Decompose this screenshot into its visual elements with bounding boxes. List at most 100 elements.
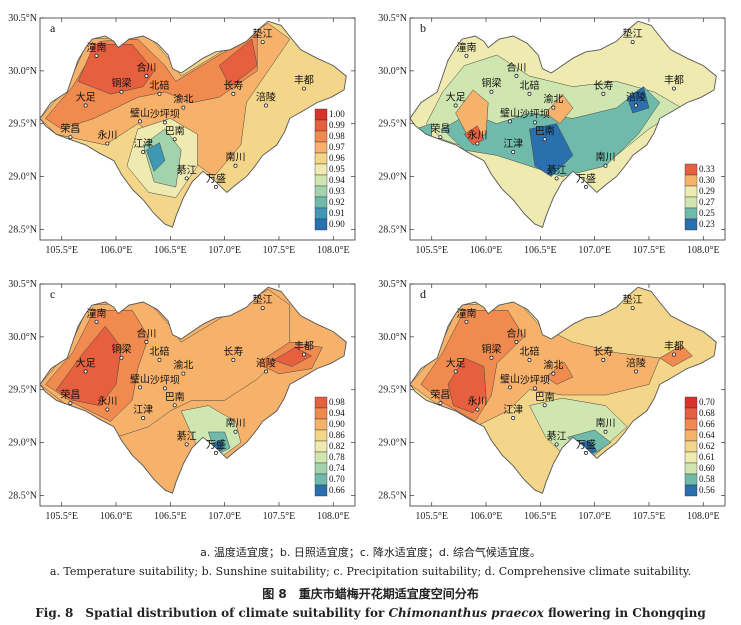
city-marker bbox=[144, 339, 149, 344]
city-marker bbox=[301, 352, 306, 357]
city-label: 铜梁 bbox=[111, 77, 131, 90]
city-marker bbox=[119, 355, 124, 360]
region-boundary bbox=[409, 286, 717, 494]
x-tick-label: 108.0°E bbox=[317, 511, 350, 522]
x-tick-label: 105.5°E bbox=[45, 511, 78, 522]
city-marker bbox=[172, 137, 177, 142]
y-tick-label: 28.5°N bbox=[8, 490, 37, 501]
legend-label: 0.70 bbox=[699, 397, 715, 407]
contour-band bbox=[463, 125, 485, 146]
city-label: 江津 bbox=[503, 404, 523, 416]
city-marker bbox=[542, 403, 547, 408]
city-marker bbox=[83, 103, 88, 108]
region-boundary bbox=[39, 286, 347, 494]
city-marker bbox=[511, 150, 516, 154]
legend-label: 0.99 bbox=[329, 120, 345, 130]
legend-swatch bbox=[314, 396, 328, 409]
city-marker bbox=[68, 135, 73, 140]
y-tick-label: 30.5°N bbox=[378, 279, 407, 290]
city-marker bbox=[453, 103, 458, 108]
city-label: 江津 bbox=[503, 138, 523, 150]
legend-swatch bbox=[314, 152, 328, 165]
city-label: 沙坪坝 bbox=[150, 107, 180, 120]
city-marker bbox=[514, 73, 519, 78]
legend-swatch bbox=[684, 462, 698, 475]
city-label: 合川 bbox=[136, 61, 156, 74]
contour-band bbox=[545, 361, 574, 385]
city-label: 合川 bbox=[136, 327, 156, 340]
city-marker bbox=[119, 89, 124, 94]
city-marker bbox=[231, 91, 236, 96]
legend-swatch bbox=[314, 440, 328, 453]
city-marker bbox=[157, 91, 162, 96]
city-marker bbox=[542, 137, 547, 142]
city-marker bbox=[671, 86, 676, 91]
legend-label: 0.86 bbox=[329, 430, 345, 440]
x-tick-label: 106.0°E bbox=[100, 245, 133, 256]
contour-band bbox=[218, 38, 258, 88]
x-tick-label: 106.5°E bbox=[154, 511, 187, 522]
legend-swatch bbox=[684, 429, 698, 442]
x-tick-label: 105.5°E bbox=[415, 511, 448, 522]
legend-swatch bbox=[314, 473, 328, 486]
city-marker bbox=[551, 105, 556, 110]
figure-title-en-prefix: Fig. 8 Spatial distribution of climate s… bbox=[35, 606, 389, 620]
contour-band bbox=[529, 123, 574, 177]
city-marker bbox=[475, 141, 480, 146]
city-marker bbox=[633, 103, 638, 108]
y-tick-label: 30.0°N bbox=[378, 332, 407, 343]
city-label: 垫江 bbox=[253, 293, 273, 306]
figure-title-en: Fig. 8 Spatial distribution of climate s… bbox=[0, 604, 741, 621]
legend-swatch bbox=[684, 207, 698, 220]
city-marker bbox=[137, 119, 142, 124]
y-tick-label: 29.5°N bbox=[378, 119, 407, 130]
city-label: 长寿 bbox=[593, 79, 613, 92]
x-tick-label: 107.5°E bbox=[633, 245, 666, 256]
legend-label: 0.90 bbox=[329, 419, 345, 429]
city-label: 潼南 bbox=[456, 307, 476, 320]
city-label: 璧山 bbox=[500, 106, 520, 119]
city-marker bbox=[263, 369, 268, 374]
city-marker bbox=[584, 450, 588, 455]
legend-swatch bbox=[314, 196, 328, 209]
contour-band bbox=[272, 347, 313, 367]
city-label: 荣昌 bbox=[430, 389, 450, 401]
legend-label: 0.94 bbox=[329, 175, 345, 185]
legend-label: 0.93 bbox=[329, 186, 345, 196]
y-tick-label: 30.5°N bbox=[8, 13, 37, 24]
city-label: 北碚 bbox=[149, 345, 169, 358]
x-tick-label: 108.0°E bbox=[317, 245, 350, 256]
city-label: 铜梁 bbox=[481, 343, 501, 356]
city-marker bbox=[181, 105, 186, 110]
city-label: 大足 bbox=[446, 356, 466, 369]
city-label: 渝北 bbox=[173, 359, 193, 372]
species-name: Chimonanthus praecox bbox=[388, 606, 544, 620]
x-tick-label: 106.0°E bbox=[100, 511, 133, 522]
city-marker bbox=[137, 385, 142, 390]
city-marker bbox=[105, 141, 110, 146]
city-label: 大足 bbox=[76, 356, 96, 369]
legend-swatch bbox=[684, 473, 698, 486]
city-label: 璧山 bbox=[500, 372, 520, 385]
x-tick-label: 107.5°E bbox=[263, 245, 296, 256]
x-tick-label: 107.0°E bbox=[578, 511, 611, 522]
legend-label: 0.58 bbox=[699, 474, 715, 484]
legend-label: 0.92 bbox=[329, 197, 345, 207]
legend-label: 0.61 bbox=[699, 452, 715, 462]
city-marker bbox=[233, 163, 238, 168]
legend-label: 0.27 bbox=[699, 197, 715, 207]
legend-swatch bbox=[684, 418, 698, 431]
panel-letter: d bbox=[420, 287, 426, 301]
y-tick-label: 29.0°N bbox=[8, 438, 37, 449]
city-marker bbox=[633, 369, 638, 374]
contour-fill-layer bbox=[40, 21, 347, 228]
city-label: 渝北 bbox=[543, 93, 563, 106]
legend-swatch bbox=[314, 484, 328, 497]
city-marker bbox=[141, 150, 146, 154]
x-tick-label: 105.5°E bbox=[415, 245, 448, 256]
city-marker bbox=[263, 103, 268, 108]
city-marker bbox=[551, 371, 556, 376]
city-label: 涪陵 bbox=[256, 90, 276, 103]
y-tick-label: 29.5°N bbox=[8, 119, 37, 130]
